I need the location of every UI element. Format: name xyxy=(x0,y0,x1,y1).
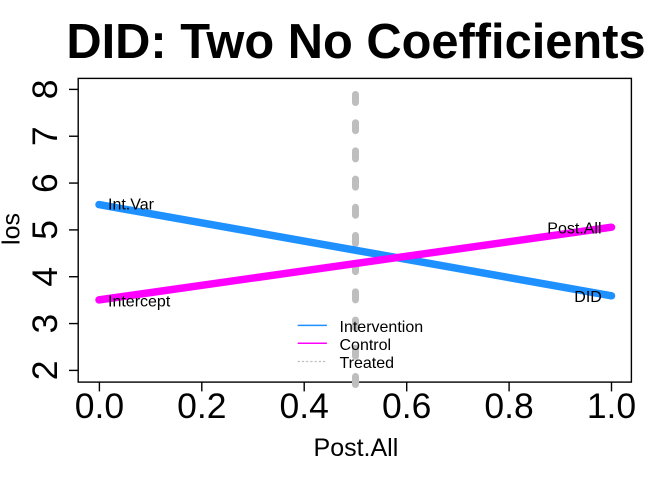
svg-text:DID: Two No Coefficients: DID: Two No Coefficients xyxy=(66,15,645,69)
svg-text:6: 6 xyxy=(25,173,65,193)
svg-text:Intervention: Intervention xyxy=(340,319,424,336)
svg-text:4: 4 xyxy=(25,267,65,287)
svg-text:3: 3 xyxy=(25,314,65,334)
svg-text:2: 2 xyxy=(25,361,65,381)
svg-text:7: 7 xyxy=(25,126,65,146)
svg-text:Post.All: Post.All xyxy=(314,434,399,462)
svg-text:8: 8 xyxy=(25,80,65,100)
svg-text:0.2: 0.2 xyxy=(177,386,226,426)
svg-text:Intercept: Intercept xyxy=(108,294,171,311)
svg-text:Control: Control xyxy=(340,337,392,354)
svg-text:los: los xyxy=(0,213,25,245)
svg-text:Treated: Treated xyxy=(340,355,395,372)
svg-text:Post.All: Post.All xyxy=(547,220,601,237)
svg-text:Int.Var: Int.Var xyxy=(108,197,155,214)
svg-text:5: 5 xyxy=(25,220,65,240)
svg-text:1.0: 1.0 xyxy=(587,386,636,426)
svg-text:0.8: 0.8 xyxy=(484,386,533,426)
svg-text:0.0: 0.0 xyxy=(75,386,124,426)
svg-text:0.4: 0.4 xyxy=(280,386,329,426)
svg-text:0.6: 0.6 xyxy=(382,386,431,426)
svg-text:DID: DID xyxy=(574,289,602,306)
